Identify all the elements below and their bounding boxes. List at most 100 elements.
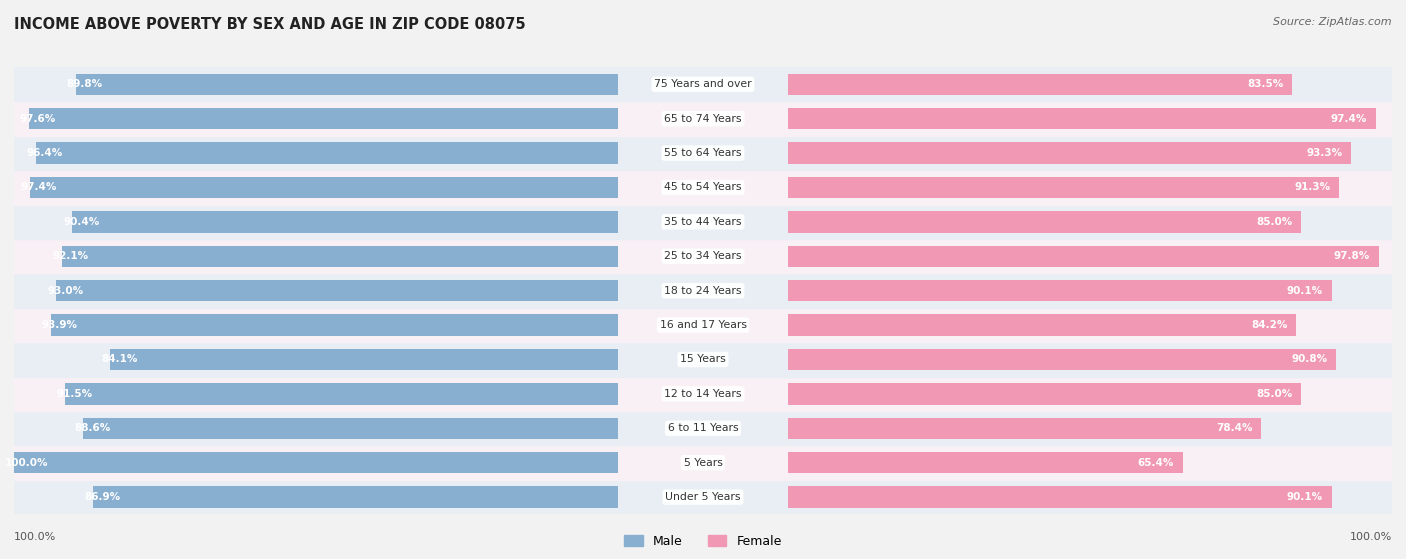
Text: 93.0%: 93.0% [48, 286, 83, 296]
Text: 100.0%: 100.0% [1350, 532, 1392, 542]
Bar [619, 377, 787, 411]
Bar [62, 245, 619, 267]
Bar [787, 486, 1331, 508]
Text: 65 to 74 Years: 65 to 74 Years [664, 113, 742, 124]
Text: 92.1%: 92.1% [53, 252, 89, 261]
Text: 91.5%: 91.5% [56, 389, 93, 399]
Bar [76, 74, 619, 95]
Text: 6 to 11 Years: 6 to 11 Years [668, 423, 738, 433]
Text: 55 to 64 Years: 55 to 64 Years [664, 148, 742, 158]
Bar [14, 102, 619, 136]
Bar [72, 211, 619, 233]
Bar [66, 383, 619, 405]
Text: 97.4%: 97.4% [1331, 113, 1367, 124]
Bar [787, 452, 1182, 473]
Bar [787, 349, 1336, 370]
Bar [619, 136, 787, 170]
Bar [14, 446, 619, 480]
Bar [30, 177, 619, 198]
Text: 88.6%: 88.6% [75, 423, 110, 433]
Bar [56, 280, 619, 301]
Text: 96.4%: 96.4% [27, 148, 63, 158]
Bar [619, 67, 787, 102]
Bar [14, 411, 619, 446]
Bar [787, 308, 1392, 342]
Bar [14, 342, 619, 377]
Bar [14, 239, 619, 273]
Text: 100.0%: 100.0% [14, 532, 56, 542]
Text: 97.8%: 97.8% [1333, 252, 1369, 261]
Bar [110, 349, 619, 370]
Bar [14, 452, 619, 473]
Text: Under 5 Years: Under 5 Years [665, 492, 741, 502]
Text: 85.0%: 85.0% [1256, 389, 1292, 399]
Text: 84.2%: 84.2% [1251, 320, 1288, 330]
Bar [787, 170, 1392, 205]
Text: 35 to 44 Years: 35 to 44 Years [664, 217, 742, 227]
Bar [14, 480, 619, 514]
Text: 25 to 34 Years: 25 to 34 Years [664, 252, 742, 261]
Text: 83.5%: 83.5% [1247, 79, 1284, 89]
Text: 16 and 17 Years: 16 and 17 Years [659, 320, 747, 330]
Bar [787, 314, 1296, 336]
Bar [787, 418, 1261, 439]
Bar [51, 314, 619, 336]
Bar [787, 211, 1302, 233]
Text: 86.9%: 86.9% [84, 492, 121, 502]
Text: 89.8%: 89.8% [66, 79, 103, 89]
Bar [93, 486, 619, 508]
Bar [14, 136, 619, 170]
Bar [619, 102, 787, 136]
Text: 100.0%: 100.0% [6, 458, 48, 468]
Text: 90.1%: 90.1% [1286, 492, 1323, 502]
Bar [787, 342, 1392, 377]
Bar [787, 205, 1392, 239]
Bar [619, 308, 787, 342]
Bar [787, 446, 1392, 480]
Text: 85.0%: 85.0% [1256, 217, 1292, 227]
Bar [14, 67, 619, 102]
Bar [787, 239, 1392, 273]
Bar [787, 377, 1392, 411]
Text: 93.9%: 93.9% [42, 320, 77, 330]
Bar [619, 170, 787, 205]
Bar [619, 480, 787, 514]
Text: 65.4%: 65.4% [1137, 458, 1174, 468]
Bar [787, 411, 1392, 446]
Bar [787, 102, 1392, 136]
Text: 12 to 14 Years: 12 to 14 Years [664, 389, 742, 399]
Text: INCOME ABOVE POVERTY BY SEX AND AGE IN ZIP CODE 08075: INCOME ABOVE POVERTY BY SEX AND AGE IN Z… [14, 17, 526, 32]
Text: 15 Years: 15 Years [681, 354, 725, 364]
Bar [787, 273, 1392, 308]
Text: 75 Years and over: 75 Years and over [654, 79, 752, 89]
Bar [619, 273, 787, 308]
Bar [787, 245, 1379, 267]
Bar [787, 383, 1302, 405]
Text: 91.3%: 91.3% [1294, 182, 1330, 192]
Bar [787, 280, 1331, 301]
Bar [619, 342, 787, 377]
Bar [619, 239, 787, 273]
Bar [787, 108, 1376, 129]
Bar [787, 67, 1392, 102]
Bar [619, 411, 787, 446]
Legend: Male, Female: Male, Female [619, 530, 787, 553]
Bar [787, 136, 1392, 170]
Bar [787, 177, 1340, 198]
Bar [619, 205, 787, 239]
Text: 90.4%: 90.4% [63, 217, 100, 227]
Text: 97.6%: 97.6% [20, 113, 56, 124]
Bar [14, 308, 619, 342]
Text: Source: ZipAtlas.com: Source: ZipAtlas.com [1274, 17, 1392, 27]
Bar [787, 74, 1292, 95]
Bar [14, 205, 619, 239]
Bar [787, 143, 1351, 164]
Bar [28, 108, 619, 129]
Text: 84.1%: 84.1% [101, 354, 138, 364]
Text: 90.8%: 90.8% [1291, 354, 1327, 364]
Bar [14, 377, 619, 411]
Text: 45 to 54 Years: 45 to 54 Years [664, 182, 742, 192]
Text: 97.4%: 97.4% [21, 182, 58, 192]
Bar [14, 170, 619, 205]
Text: 18 to 24 Years: 18 to 24 Years [664, 286, 742, 296]
